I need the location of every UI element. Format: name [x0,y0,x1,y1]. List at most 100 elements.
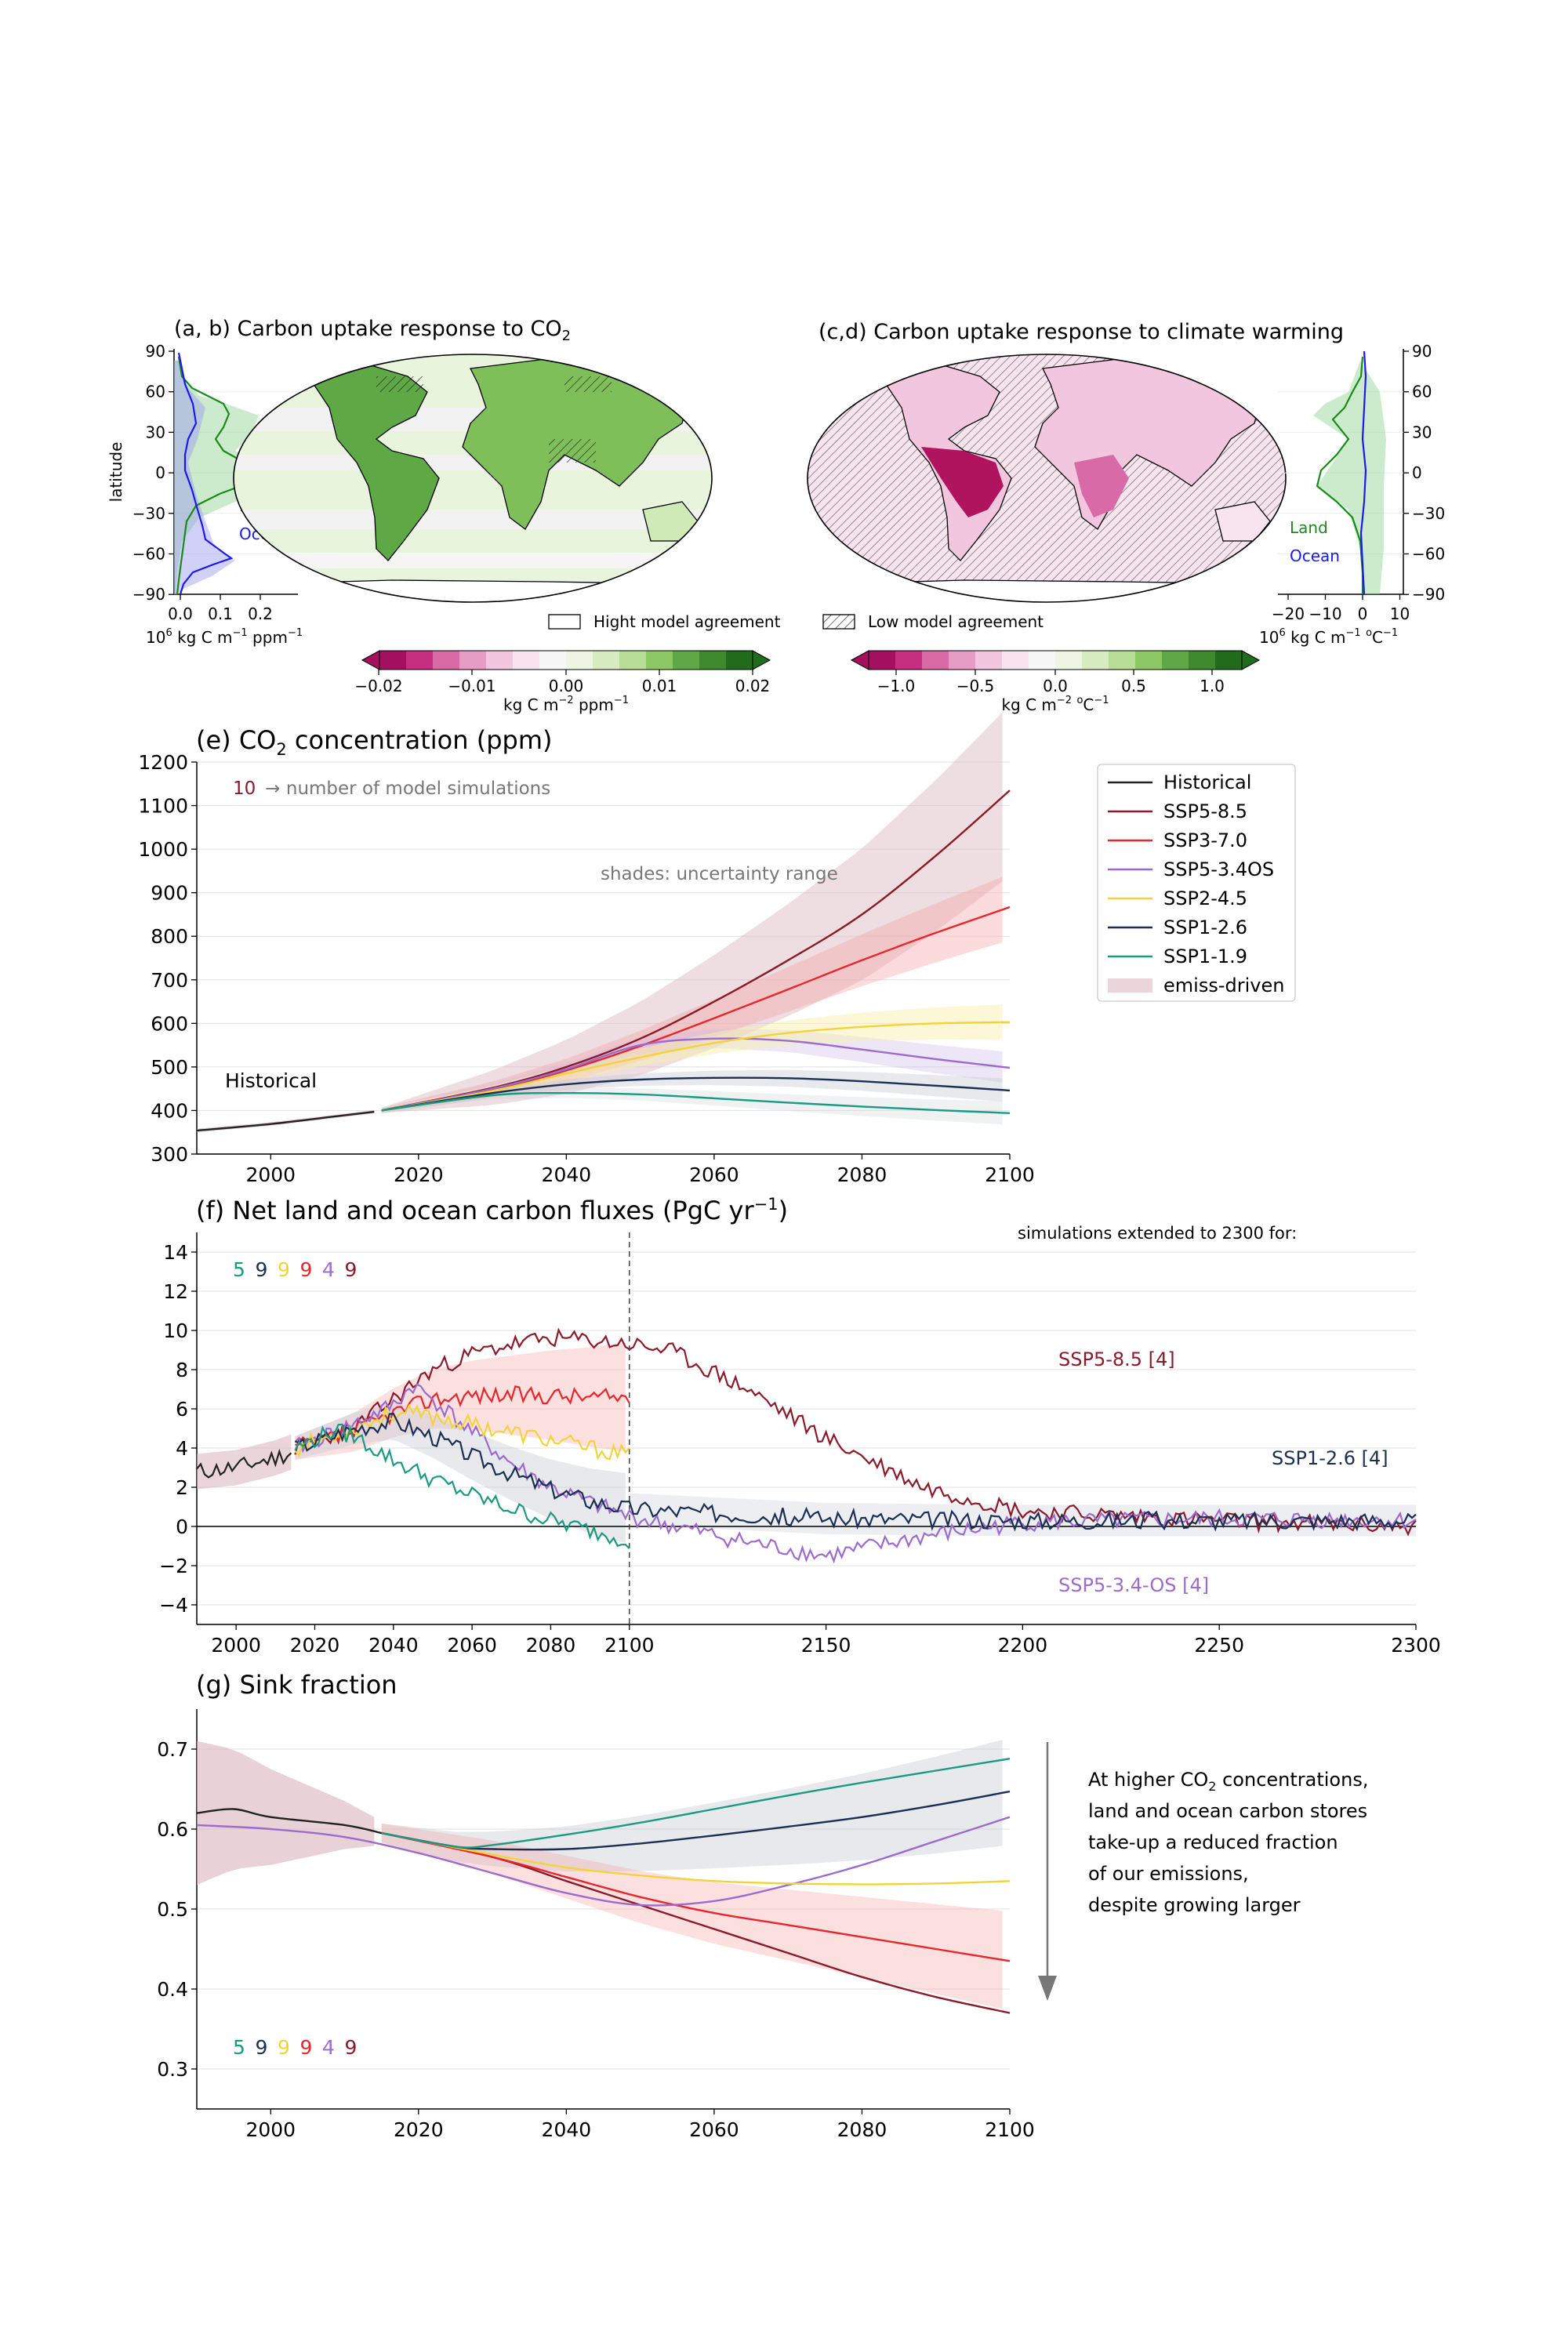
colorbar-extend-high [752,650,771,670]
legend-label-ssp2-4-5: SSP2-4.5 [1163,887,1247,909]
explanation-line-2: land and ocean carbon stores [1088,1800,1367,1822]
y-tick-label: 4 [176,1437,188,1460]
left-profile-xtick-label: 0.0 [168,604,193,623]
series-line-ssp1-2-6 [294,1412,1417,1532]
colorbar-tick-label: 0.5 [1121,677,1146,695]
colorbar-swatch [1082,651,1109,670]
y-tick-label: 10 [163,1319,188,1342]
uncertainty-band-ssp1-2-6 [295,1403,626,1544]
y-tick-label: 400 [151,1099,188,1122]
colorbar-swatch [406,651,434,670]
colorbar-swatch [433,651,460,670]
africa-loss-right [1074,455,1129,517]
lat-tick-label-left: −60 [132,545,165,564]
colorbar-extend-low [850,650,869,670]
latitude-axis-label: latitude [107,442,125,503]
colorbar-swatch [726,651,753,670]
y-tick-label: 0.3 [157,2058,188,2081]
lat-tick-label-left: 30 [146,423,165,441]
series-line-ssp1-1-9 [381,1091,1011,1114]
left-profile-xlabel: 106 kg C m−1 ppm−1 [146,627,303,647]
sink-arrow-head [1038,1976,1057,2001]
colorbar-swatch [1055,651,1083,670]
panel-g-explanation: At higher CO2 concentrations, land and o… [1088,1769,1368,1916]
model-count: 4 [322,2036,335,2059]
land-profile-left [176,356,260,595]
scenario-legend: Historical SSP5-8.5 SSP3-7.0 SSP5-3.4OS SSP2… [1097,764,1296,1002]
y-tick-label: 900 [151,882,188,905]
series-line-ssp5-8-5 [294,1327,1417,1537]
colorbar-swatch [975,651,1003,670]
y-tick-label: 1100 [138,795,188,818]
ocean-profile-right [1359,350,1367,595]
model-count: 9 [278,2036,290,2059]
colorbar-swatch [539,651,567,670]
land-label-right: Land [1290,518,1328,537]
americas-land-left [313,364,440,561]
amazon-loss-right [921,447,1004,517]
panel-e-title: (e) CO2 concentration (ppm) [196,725,552,759]
series-line-ssp1-1-9 [381,1758,1011,1849]
explanation-line-3: take-up a reduced fraction [1088,1831,1338,1853]
y-tick-label: 1000 [138,838,188,861]
colorbar-tick-label: −0.02 [354,677,402,695]
colorbar-tick-label: 1.0 [1200,677,1225,695]
series-line-historical [196,1110,375,1132]
x-tick-label: 2020 [394,1163,444,1186]
climate-map-title: (c,d) Carbon uptake response to climate … [818,320,1344,344]
lat-tick-label-left: −90 [132,585,165,604]
right-profile-xtick-label: 0 [1358,604,1368,623]
panel-e-co2-concentration: (e) CO2 concentration (ppm) 300 400 500 600… [138,712,1035,1186]
y-tick-label: 600 [151,1012,188,1035]
panel-g-sink-fraction: (g) Sink fraction 0.3 0.4 0.5 0.6 0.7 2000 202… [157,1670,1368,2141]
colorbar-swatch [593,651,620,670]
y-tick-label: 8 [176,1359,188,1381]
antarctica-land-right [814,579,1279,602]
panel-e-count-annotation: 10 → number of model simulations [233,779,550,799]
right-profile-xtick-label: −10 [1308,604,1341,623]
series-line-historical [196,1808,382,1835]
x-tick-label: 2200 [998,1634,1048,1657]
model-count: 9 [256,2036,268,2059]
x-tick-label: 2060 [447,1634,497,1657]
lat-tick-label-left: 0 [155,463,165,482]
series-line-ssp5-3-4os [196,1816,1011,1907]
series-line-ssp3-7-0 [381,1831,1011,1962]
low-agreement-label: Low model agreement [868,612,1044,631]
left-profile-xtick-label: 0.1 [208,604,233,623]
lat-tick-label-right: −90 [1412,585,1445,604]
x-tick-label: 2080 [526,1634,576,1657]
series-line-ssp2-4-5 [381,1021,1011,1112]
model-count: 9 [345,1258,358,1281]
model-count: 9 [300,1258,313,1281]
right-profile-xtick-label: 10 [1390,604,1410,623]
series-line-ssp1-2-6 [381,1076,1011,1112]
series-line-ssp2-4-5 [381,1831,1011,1886]
panel-g-title: (g) Sink fraction [196,1670,397,1700]
panel-e-shades-annotation: shades: uncertainty range [601,864,838,884]
lat-tick-label-left: 90 [146,342,165,361]
y-tick-label: 12 [163,1280,188,1303]
x-tick-label: 2100 [604,1634,655,1657]
ssp585-extension-label: SSP5-8.5 [4] [1058,1348,1175,1370]
y-tick-label: 6 [176,1398,188,1421]
series-line-historical [196,1448,292,1479]
colorbar-swatch [619,651,647,670]
explanation-line-5: despite growing larger [1088,1894,1301,1916]
colorbar-tick-label: −1.0 [877,677,916,695]
lat-tick-label-right: 30 [1412,423,1432,441]
high-agreement-swatch [548,614,581,630]
co2-response-map [233,354,713,603]
model-count: 9 [300,2036,313,2059]
lat-tick-label-right: 60 [1412,383,1432,401]
colorbar-swatch [1029,651,1056,670]
colorbar-right-label: kg C m−2 oC−1 [1001,695,1109,714]
colorbar-tick-label: −0.5 [956,677,995,695]
series-line-ssp1-1-9 [294,1423,630,1549]
legend-label-emiss-driven: emiss-driven [1163,975,1284,996]
x-tick-label: 2020 [394,2118,444,2141]
right-profile-xtick-label: −20 [1272,604,1305,623]
colorbar-tick-label: 0.01 [642,677,677,695]
